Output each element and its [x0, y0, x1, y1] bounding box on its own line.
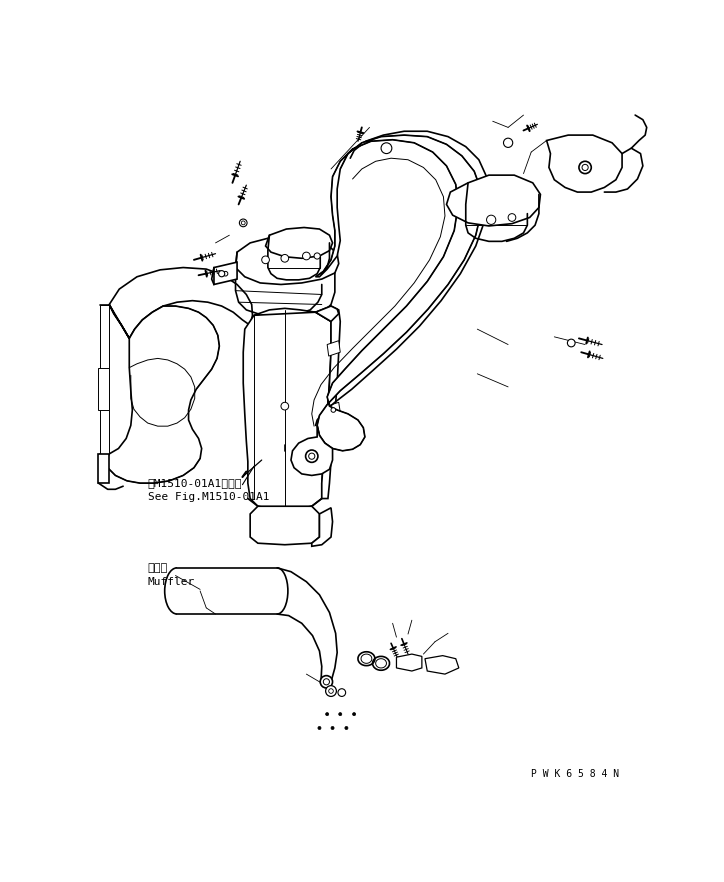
Circle shape	[281, 402, 289, 410]
Polygon shape	[214, 262, 237, 285]
Polygon shape	[291, 425, 332, 475]
Circle shape	[568, 340, 575, 347]
Circle shape	[487, 215, 496, 224]
Circle shape	[223, 272, 228, 276]
Polygon shape	[98, 368, 109, 410]
Circle shape	[353, 713, 355, 715]
Circle shape	[308, 453, 315, 460]
Circle shape	[345, 727, 348, 729]
Circle shape	[381, 143, 392, 153]
Polygon shape	[316, 306, 340, 498]
Polygon shape	[254, 306, 339, 321]
Text: マフラ: マフラ	[148, 563, 168, 572]
Circle shape	[320, 676, 332, 688]
Circle shape	[318, 727, 321, 729]
Polygon shape	[100, 304, 109, 454]
Circle shape	[326, 713, 329, 715]
Circle shape	[331, 727, 334, 729]
Circle shape	[339, 713, 342, 715]
Polygon shape	[251, 506, 319, 545]
Polygon shape	[316, 135, 481, 451]
Text: 第M1510-01A1図参照: 第M1510-01A1図参照	[148, 478, 243, 488]
Circle shape	[329, 689, 333, 693]
Circle shape	[508, 213, 515, 221]
Polygon shape	[327, 402, 340, 416]
Circle shape	[331, 407, 336, 412]
Circle shape	[240, 219, 247, 227]
Circle shape	[303, 252, 310, 260]
Polygon shape	[447, 176, 540, 226]
Circle shape	[219, 271, 224, 277]
Circle shape	[306, 450, 318, 462]
Polygon shape	[106, 304, 219, 483]
Polygon shape	[425, 655, 459, 674]
Polygon shape	[397, 654, 422, 671]
Circle shape	[579, 161, 592, 174]
Polygon shape	[312, 508, 332, 546]
Text: P W K 6 5 8 4 N: P W K 6 5 8 4 N	[531, 769, 619, 779]
Circle shape	[324, 679, 329, 685]
Polygon shape	[327, 340, 340, 356]
Circle shape	[261, 256, 269, 264]
Circle shape	[281, 254, 289, 262]
Polygon shape	[266, 228, 332, 258]
Circle shape	[314, 253, 320, 259]
Circle shape	[582, 164, 588, 170]
Circle shape	[503, 138, 513, 147]
Circle shape	[338, 689, 345, 697]
Polygon shape	[235, 236, 339, 285]
Polygon shape	[243, 310, 331, 511]
Circle shape	[241, 221, 245, 225]
Polygon shape	[109, 267, 253, 339]
Text: Muffler: Muffler	[148, 577, 195, 587]
Circle shape	[326, 685, 337, 697]
Polygon shape	[98, 454, 109, 483]
Polygon shape	[547, 135, 622, 192]
Text: See Fig.M1510-01A1: See Fig.M1510-01A1	[148, 492, 269, 502]
